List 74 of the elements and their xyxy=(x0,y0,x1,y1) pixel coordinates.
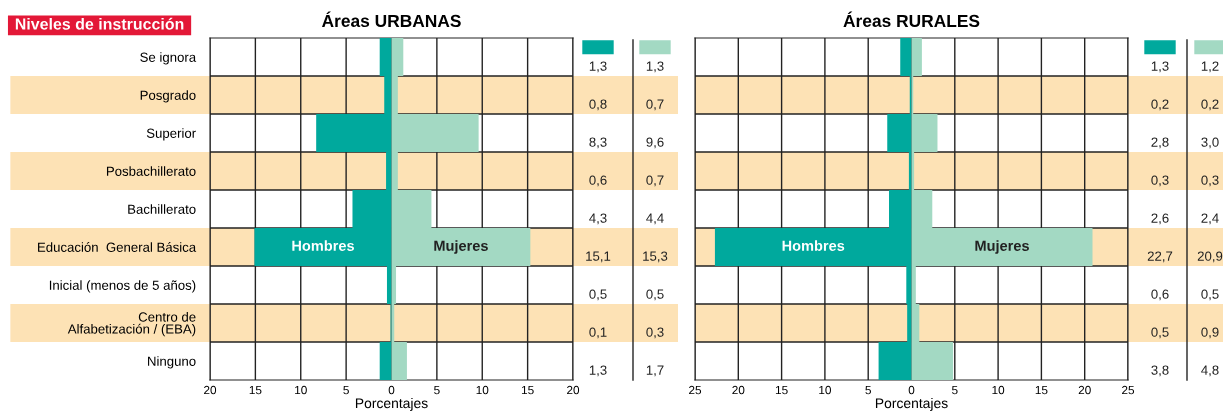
data-label: 2,6 xyxy=(1151,213,1169,225)
y-tick-label: Superior xyxy=(146,128,196,141)
data-label: 20,9 xyxy=(1197,251,1223,263)
x-tick-label: 15 xyxy=(775,385,788,395)
x-tick-label: 5 xyxy=(434,385,440,395)
chart-title: Áreas RURALES xyxy=(843,11,980,28)
x-tick-label: 25 xyxy=(689,385,702,395)
data-label: 0,9 xyxy=(1201,327,1219,339)
y-tick-label: Centro de Alfabetización / (EBA) xyxy=(67,311,196,337)
data-label: 1,3 xyxy=(589,365,607,377)
x-tick-label: 25 xyxy=(1122,385,1135,395)
data-label: 15,3 xyxy=(643,251,668,263)
chart-title: Áreas URBANAS xyxy=(321,11,461,28)
data-label: 0,8 xyxy=(589,99,607,111)
data-label: 22,7 xyxy=(1147,251,1173,263)
x-tick-label: 20 xyxy=(1078,385,1091,395)
data-label: 0,5 xyxy=(1201,289,1219,301)
data-label: 2,4 xyxy=(1201,213,1219,225)
x-axis-title: Porcentajes xyxy=(875,397,948,411)
x-tick-label: 10 xyxy=(992,385,1005,395)
data-label: 0,6 xyxy=(1151,289,1169,301)
data-label: 0,7 xyxy=(646,99,664,111)
y-tick-label: Inicial (menos de 5 años) xyxy=(49,280,196,293)
series-label: Hombres xyxy=(782,240,845,251)
x-tick-label: 5 xyxy=(865,385,871,395)
data-label: 1,3 xyxy=(589,61,607,73)
x-axis-title: Porcentajes xyxy=(355,397,428,411)
x-tick-label: 10 xyxy=(819,385,831,395)
data-label: 2,8 xyxy=(1151,137,1169,149)
y-tick-label: Educación General Básica xyxy=(38,242,197,252)
data-label: 1,7 xyxy=(646,365,664,377)
data-label: 0,2 xyxy=(1151,99,1169,111)
y-axis-title: Niveles de instrucción xyxy=(15,17,184,30)
x-tick-label: 20 xyxy=(732,385,745,395)
data-label: 0,2 xyxy=(1201,99,1219,111)
data-label: 0,5 xyxy=(589,289,607,301)
x-tick-label: 0 xyxy=(388,385,395,395)
data-label: 8,3 xyxy=(589,137,607,149)
y-tick-label: Ninguno xyxy=(148,356,196,369)
x-tick-label: 20 xyxy=(204,385,217,395)
data-label: 0,7 xyxy=(646,175,664,187)
data-label: 3,0 xyxy=(1201,137,1219,149)
x-tick-label: 10 xyxy=(476,385,489,395)
data-label: 1,3 xyxy=(1151,61,1169,73)
data-label: 4,3 xyxy=(589,213,607,225)
series-label: Hombres xyxy=(292,240,354,251)
data-label: 0,5 xyxy=(646,289,664,301)
x-tick-label: 5 xyxy=(951,385,958,395)
x-tick-label: 0 xyxy=(908,385,915,395)
series-label: Mujeres xyxy=(975,240,1029,254)
series-label: Mujeres xyxy=(434,240,488,254)
x-tick-label: 20 xyxy=(567,385,580,395)
x-tick-label: 5 xyxy=(343,385,349,395)
data-label: 0,3 xyxy=(1151,175,1169,187)
data-label: 4,8 xyxy=(1201,365,1219,377)
y-tick-label: Bachillerato xyxy=(128,204,196,214)
x-tick-label: 10 xyxy=(295,385,307,395)
data-label: 0,1 xyxy=(589,327,607,339)
data-label: 15,1 xyxy=(586,251,611,263)
y-tick-label: Se ignora xyxy=(140,52,197,65)
y-tick-label: Posgrado xyxy=(140,90,196,103)
data-label: 0,3 xyxy=(1201,175,1219,187)
data-label: 4,4 xyxy=(646,213,664,225)
data-label: 0,5 xyxy=(1151,327,1169,339)
data-label: 1,3 xyxy=(646,61,664,73)
x-tick-label: 15 xyxy=(1035,385,1048,395)
data-label: 0,3 xyxy=(646,327,664,339)
data-label: 0,6 xyxy=(589,175,607,187)
data-label: 3,8 xyxy=(1151,365,1169,377)
x-tick-label: 15 xyxy=(249,385,262,395)
data-label: 9,6 xyxy=(646,137,664,149)
y-tick-label: Posbachillerato xyxy=(106,166,196,176)
data-label: 1,2 xyxy=(1201,61,1219,73)
x-tick-label: 15 xyxy=(521,385,534,395)
